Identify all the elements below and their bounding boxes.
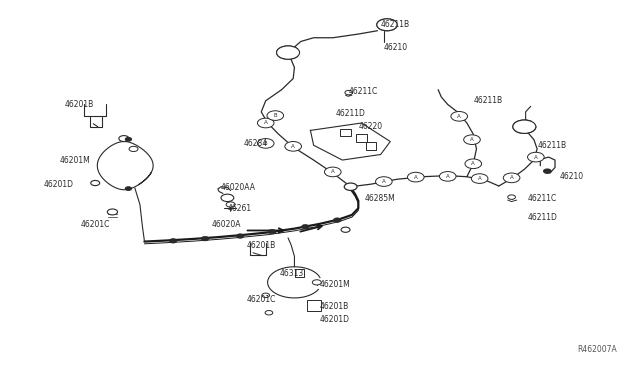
Circle shape: [408, 172, 424, 182]
Circle shape: [268, 230, 276, 234]
Bar: [366, 142, 376, 150]
Text: 46211B: 46211B: [473, 96, 502, 105]
Text: 46201B: 46201B: [246, 241, 276, 250]
Text: A: A: [291, 144, 295, 149]
Text: R462007A: R462007A: [577, 344, 617, 353]
Text: A: A: [509, 175, 513, 180]
Text: A: A: [414, 174, 418, 180]
Text: 46211B: 46211B: [537, 141, 566, 150]
Circle shape: [221, 194, 234, 202]
Bar: [295, 269, 304, 277]
Text: 46211C: 46211C: [349, 87, 378, 96]
Text: 46211D: 46211D: [527, 213, 557, 222]
Circle shape: [508, 195, 515, 199]
Text: 46201M: 46201M: [60, 155, 91, 164]
Circle shape: [129, 146, 138, 151]
Circle shape: [108, 209, 118, 215]
Text: 46220: 46220: [358, 122, 383, 131]
Circle shape: [333, 218, 341, 222]
Circle shape: [527, 152, 544, 162]
Circle shape: [262, 293, 269, 298]
Text: 46211B: 46211B: [381, 20, 410, 29]
Text: 46201B: 46201B: [65, 100, 94, 109]
Circle shape: [451, 112, 467, 121]
Circle shape: [543, 169, 551, 173]
Text: A: A: [331, 169, 335, 174]
Circle shape: [345, 90, 353, 95]
Circle shape: [265, 311, 273, 315]
Circle shape: [125, 187, 132, 190]
Text: 46284: 46284: [243, 139, 268, 148]
Text: 46261: 46261: [227, 204, 252, 213]
Text: B: B: [264, 141, 268, 146]
Circle shape: [513, 120, 536, 134]
Text: 46201M: 46201M: [320, 280, 351, 289]
Circle shape: [301, 225, 309, 229]
Text: 46210: 46210: [384, 42, 408, 51]
Circle shape: [201, 236, 209, 241]
Text: 46020AA: 46020AA: [221, 183, 256, 192]
Text: A: A: [470, 137, 474, 142]
Bar: [356, 134, 367, 141]
Circle shape: [257, 138, 274, 148]
Circle shape: [236, 234, 244, 238]
Text: 46211D: 46211D: [336, 109, 366, 118]
Circle shape: [267, 111, 284, 121]
Circle shape: [170, 238, 177, 243]
Text: 46201C: 46201C: [246, 295, 276, 304]
Circle shape: [257, 118, 274, 128]
Bar: [340, 129, 351, 136]
Bar: [307, 300, 321, 311]
Text: 46285M: 46285M: [365, 195, 396, 203]
Text: A: A: [472, 161, 475, 166]
Text: 46201C: 46201C: [81, 221, 110, 230]
Circle shape: [376, 177, 392, 186]
Text: A: A: [382, 179, 386, 184]
Circle shape: [91, 180, 100, 186]
Text: 46211C: 46211C: [527, 195, 557, 203]
Text: 46201D: 46201D: [44, 180, 74, 189]
Text: A: A: [458, 114, 461, 119]
Circle shape: [341, 227, 350, 232]
Circle shape: [440, 171, 456, 181]
Text: A: A: [478, 176, 481, 181]
Circle shape: [324, 167, 341, 177]
Circle shape: [125, 137, 132, 141]
Circle shape: [226, 202, 235, 207]
Text: 46201B: 46201B: [320, 302, 349, 311]
Text: 46201D: 46201D: [320, 315, 350, 324]
Circle shape: [465, 159, 481, 169]
Text: A: A: [264, 121, 268, 125]
Circle shape: [312, 280, 321, 285]
Text: 46313: 46313: [280, 269, 304, 278]
Text: A: A: [446, 174, 449, 179]
Text: A: A: [534, 155, 538, 160]
Circle shape: [471, 174, 488, 183]
Circle shape: [285, 141, 301, 151]
Circle shape: [119, 136, 129, 141]
Text: B: B: [273, 113, 277, 118]
Circle shape: [503, 173, 520, 183]
Circle shape: [464, 135, 480, 144]
Text: 46210: 46210: [559, 172, 584, 181]
Circle shape: [377, 19, 397, 31]
Circle shape: [276, 46, 300, 59]
Text: 46020A: 46020A: [211, 221, 241, 230]
Circle shape: [344, 183, 357, 190]
